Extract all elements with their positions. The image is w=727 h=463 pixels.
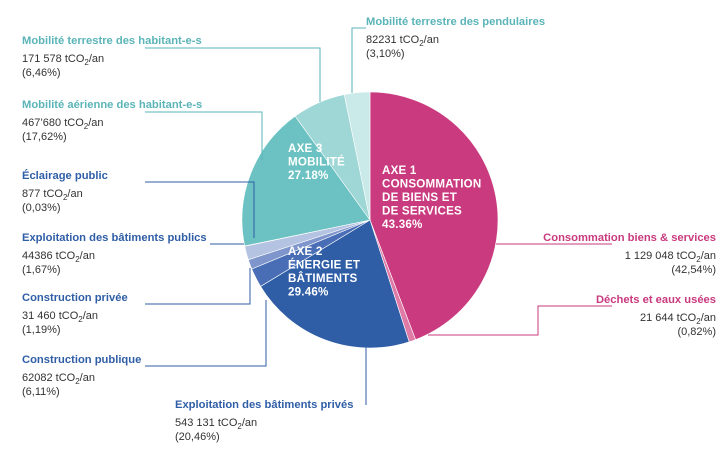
slice-percent-label: (1,67%) [22,264,61,276]
axis-group-label: DE SERVICES [382,205,462,218]
slice-value-label: 1 129 048 tCO2/an [625,250,716,264]
leader-line [145,47,321,102]
slice-percent-label: (0,82%) [677,326,716,338]
leader-line [145,181,255,238]
slice-name-label: Éclairage public [22,169,108,182]
slice-value-label: 82231 tCO2/an [366,34,439,48]
slice-name-label: Mobilité terrestre des habitant-e-s [22,35,202,47]
slice-value-label: 543 131 tCO2/an [175,417,257,431]
axis-group-label: AXE 2 [288,245,323,258]
pie-slice [241,115,371,247]
slice-value-label: 877 tCO2/an [22,188,83,202]
axis-group-label: BÂTIMENTS [288,272,357,285]
pie-slice [260,219,410,349]
pie-slice [343,91,371,221]
slice-name-label: Exploitation des bâtiments privés [175,399,353,411]
slice-value-label: 467’680 tCO2/an [22,117,104,131]
slice-labels: Consommation biens & services 1 129 048 t… [22,16,716,443]
slice-name-label: Construction privée [22,292,128,304]
slice-percent-label: (6,46%) [22,67,61,79]
slice-value-label: 62082 tCO2/an [22,372,95,386]
slice-name-label: Exploitation des bâtiments publics [22,232,207,244]
leader-line [145,300,267,367]
slice-value-label: 31 460 tCO2/an [22,310,98,324]
axis-group-label: 29.46% [288,286,329,299]
axis-group-label: 43.36% [382,218,423,231]
leader-line [145,111,263,160]
pie-slices [241,91,499,349]
axis-group-label: ÉNERGIE ET [288,259,360,272]
leader-line [428,305,612,336]
leader-line [351,27,366,93]
leader-lines [145,27,612,405]
slice-percent-label: (0,03%) [22,202,61,214]
slice-name-label: Consommation biens & services [543,232,716,244]
axis-group-label: CONSOMMATION [382,178,481,191]
axis-group-label: AXE 3 [288,142,323,155]
pie-slice [369,91,499,340]
axis-group-label: MOBILITÉ [288,156,345,169]
slice-name-label: Mobilité terrestre des pendulaires [366,16,545,28]
slice-percent-label: (1,19%) [22,324,61,336]
slice-value-label: 44386 tCO2/an [22,250,95,264]
slice-name-label: Mobilité aérienne des habitant-e-s [22,99,202,111]
slice-name-label: Construction publique [22,354,141,366]
slice-percent-label: (3,10%) [366,48,405,60]
slice-value-label: 171 578 tCO2/an [22,53,104,67]
slice-percent-label: (42,54%) [671,264,716,276]
axis-group-label: 27.18% [288,169,329,182]
slice-value-label: 21 644 tCO2/an [640,312,716,326]
slice-percent-label: (20,46%) [175,431,220,443]
axis-group-label: AXE 1 [382,164,417,177]
axis-group-label: DE BIENS ET [382,191,457,204]
slice-percent-label: (17,62%) [22,131,67,143]
slice-name-label: Déchets et eaux usées [596,294,716,306]
slice-percent-label: (6,11%) [22,386,60,398]
leader-line [145,268,251,305]
